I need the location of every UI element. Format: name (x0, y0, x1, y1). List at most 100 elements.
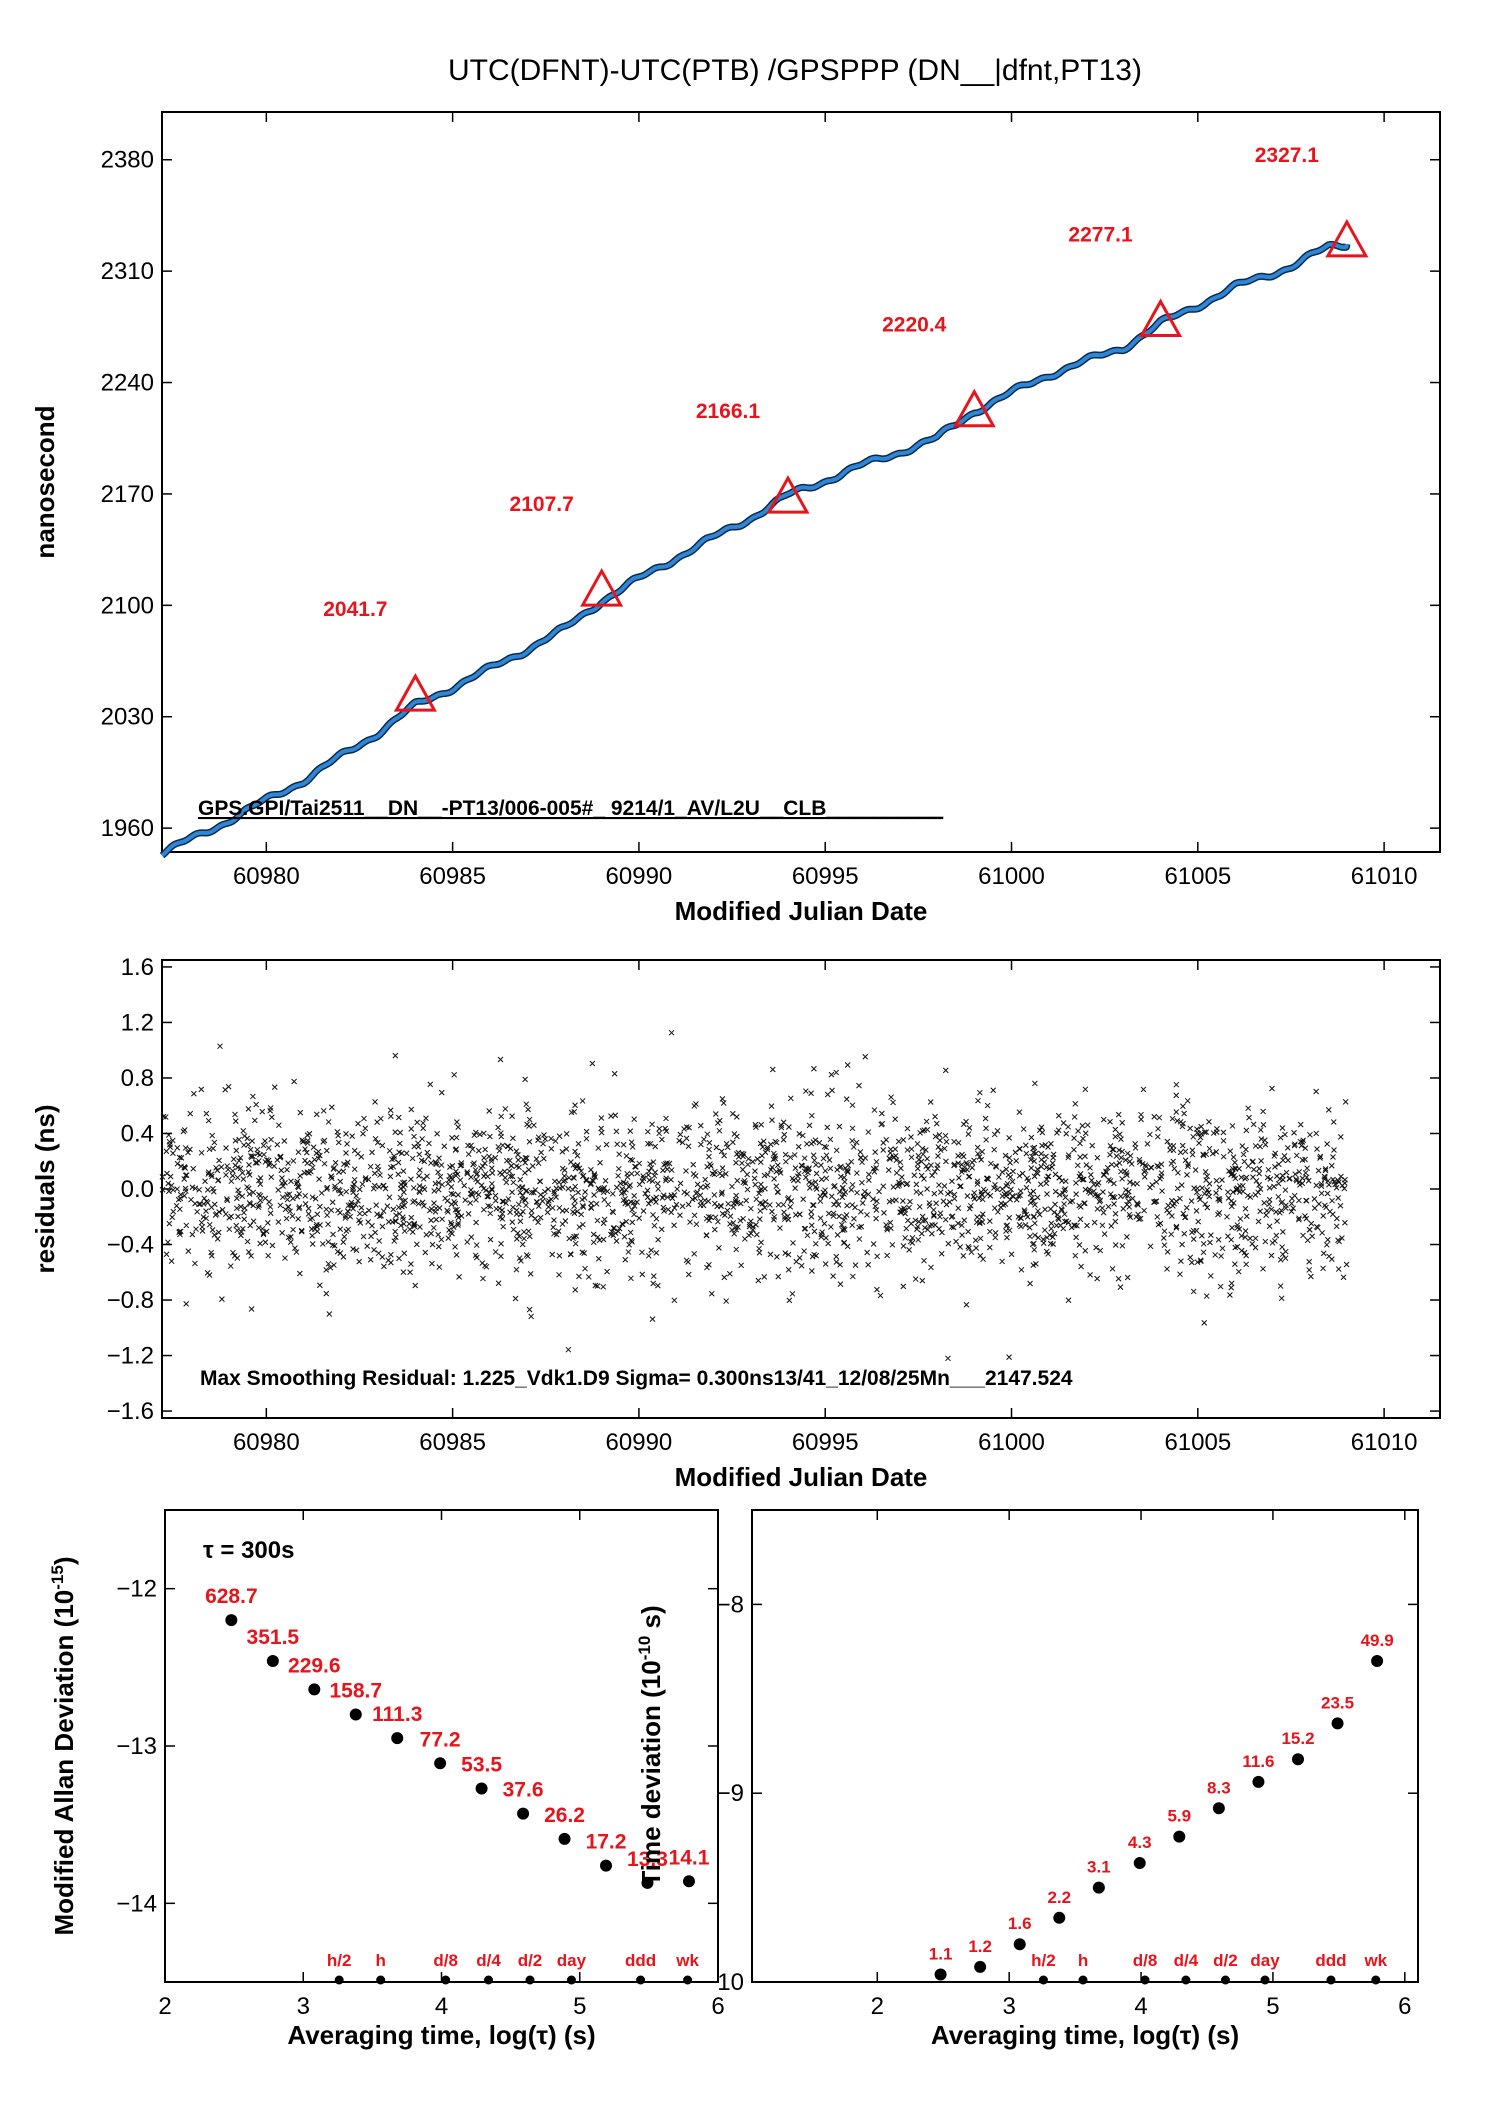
residual-point (309, 1164, 316, 1171)
residual-point (1022, 1222, 1029, 1228)
residual-point (513, 1266, 520, 1273)
residual-point (360, 1233, 367, 1240)
residual-point (821, 1143, 828, 1150)
residual-point (510, 1226, 517, 1233)
residual-point (935, 1153, 941, 1159)
residual-point (374, 1119, 380, 1125)
residual-point (1071, 1114, 1078, 1120)
residual-point (1052, 1201, 1058, 1208)
residual-point (309, 1241, 316, 1247)
residual-point (1177, 1271, 1183, 1278)
residual-point (378, 1212, 384, 1219)
residual-point (759, 1201, 766, 1207)
residual-point (1170, 1147, 1177, 1154)
residual-point (739, 1160, 745, 1167)
residual-point (770, 1156, 777, 1163)
residual-point (254, 1150, 261, 1157)
residual-point (329, 1199, 336, 1206)
residual-point (1077, 1154, 1083, 1160)
residual-point (1242, 1175, 1248, 1182)
residual-point (362, 1176, 369, 1183)
residual-point (712, 1214, 719, 1221)
residual-point (826, 1157, 833, 1163)
residual-point (571, 1175, 577, 1181)
deviation-point (1173, 1830, 1186, 1843)
residual-point (1095, 1179, 1102, 1186)
residual-point (639, 1271, 646, 1278)
residual-point (1307, 1131, 1313, 1138)
residual-point (915, 1236, 922, 1243)
residual-point (551, 1217, 557, 1223)
residual-point (388, 1164, 394, 1171)
deviation-point (391, 1732, 404, 1745)
residual-point (196, 1186, 203, 1193)
residual-point (640, 1208, 647, 1214)
residual-point (956, 1175, 962, 1181)
residual-point (916, 1203, 923, 1210)
residual-point (1007, 1196, 1013, 1203)
residual-point (530, 1189, 537, 1196)
residual-point (733, 1226, 740, 1233)
residual-point (959, 1232, 965, 1238)
residual-point (903, 1225, 910, 1232)
residual-point (932, 1133, 939, 1140)
residual-point (488, 1165, 495, 1171)
residual-point (515, 1201, 522, 1208)
point-value-label: 77.2 (420, 1728, 461, 1751)
residual-point (1052, 1188, 1059, 1195)
residual-point (355, 1197, 361, 1204)
residual-point (507, 1209, 513, 1216)
residual-point (232, 1118, 239, 1124)
residual-point (789, 1290, 796, 1297)
residual-point (842, 1165, 849, 1171)
residual-point (1277, 1256, 1284, 1263)
residual-point (351, 1166, 358, 1173)
residual-point (1110, 1146, 1117, 1153)
residual-point (469, 1146, 476, 1153)
residual-point (1136, 1156, 1143, 1163)
deviation-point (266, 1655, 279, 1668)
residual-point (1246, 1114, 1252, 1121)
residual-point (651, 1222, 658, 1229)
residual-point (268, 1114, 275, 1121)
residual-point (246, 1200, 253, 1206)
residual-point (1189, 1147, 1196, 1154)
residual-point (656, 1125, 663, 1132)
residual-point (437, 1173, 444, 1180)
residual-point (1190, 1133, 1197, 1140)
residual-point (453, 1146, 460, 1152)
residual-point (1052, 1171, 1059, 1178)
residual-point (1184, 1163, 1191, 1170)
residual-point (588, 1200, 595, 1207)
residual-point (182, 1188, 189, 1194)
residual-point (183, 1301, 190, 1307)
residual-point (296, 1270, 303, 1277)
residual-point (634, 1170, 641, 1177)
residual-point (628, 1139, 635, 1146)
residual-point (416, 1189, 423, 1196)
residual-point (1058, 1206, 1065, 1212)
residual-point (445, 1209, 451, 1215)
residual-point (373, 1202, 380, 1208)
residual-point (760, 1138, 767, 1145)
residual-point (1147, 1131, 1153, 1138)
residual-point (528, 1212, 535, 1219)
residual-point (890, 1184, 897, 1190)
residual-point (1267, 1176, 1274, 1182)
residual-point (264, 1219, 271, 1226)
residual-point (223, 1145, 229, 1151)
residual-point (1107, 1178, 1114, 1184)
residual-point (1003, 1190, 1010, 1197)
residual-point (481, 1155, 487, 1161)
residual-point (1063, 1218, 1070, 1225)
residual-point (791, 1152, 798, 1158)
y-tick-label: −0.4 (107, 1232, 154, 1259)
residual-point (753, 1231, 760, 1238)
residual-point (325, 1239, 332, 1245)
residual-point (659, 1136, 665, 1143)
residual-point (216, 1209, 222, 1215)
residual-point (1109, 1146, 1116, 1153)
interval-label: day (1250, 1951, 1280, 1970)
residual-point (598, 1115, 605, 1121)
residual-point (909, 1240, 916, 1246)
